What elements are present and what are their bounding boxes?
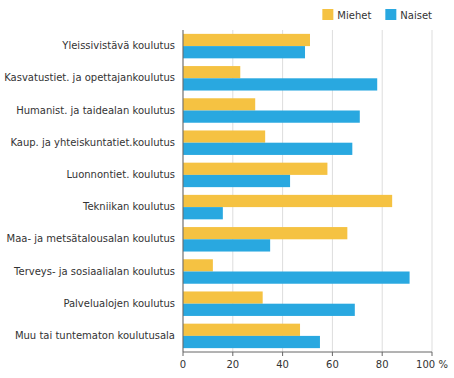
y-tick-label: Kasvatustiet. ja opettajankoulutus [4, 72, 175, 83]
y-axis-labels: Yleissivistävä koulutus Kasvatustiet. ja … [4, 40, 175, 341]
x-tick [183, 352, 184, 356]
legend-swatch [385, 9, 396, 20]
bar [183, 336, 320, 348]
x-tick [232, 352, 233, 356]
y-tick-label: Humanist. ja taidealan koulutus [16, 105, 175, 116]
x-tick-label: 100 % [416, 359, 448, 370]
bars [183, 34, 410, 348]
legend: Miehet Naiset [322, 9, 432, 21]
bar [183, 46, 305, 58]
bar [183, 66, 240, 78]
y-tick-label: Muu tai tuntematon koulutusala [15, 330, 175, 341]
grid-line [432, 30, 433, 352]
chart-container: Yleissivistävä koulutus Kasvatustiet. ja … [0, 0, 454, 378]
grid-line [382, 30, 383, 352]
legend-label: Naiset [400, 10, 432, 21]
x-tick-label: 40 [276, 359, 289, 370]
y-tick-label: Yleissivistävä koulutus [61, 40, 175, 51]
bar [183, 207, 223, 219]
bar [183, 304, 355, 316]
x-tick-label: 60 [326, 359, 339, 370]
y-tick-label: Terveys- ja sosiaalialan koulutus [13, 266, 175, 277]
legend-swatch [322, 9, 333, 20]
bar [183, 34, 310, 46]
legend-item: Miehet [322, 9, 371, 21]
x-tick-label: 80 [376, 359, 389, 370]
bar [183, 291, 263, 303]
bar [183, 227, 347, 239]
x-tick [432, 352, 433, 356]
bar [183, 259, 213, 271]
bar [183, 272, 410, 284]
bar [183, 98, 255, 110]
bar [183, 175, 290, 187]
bar [183, 163, 327, 175]
y-axis-line [183, 30, 184, 352]
x-tick [382, 352, 383, 356]
bar [183, 239, 270, 251]
y-tick-label: Maa- ja metsätalousalan koulutus [7, 233, 175, 244]
bar [183, 78, 377, 90]
bar [183, 111, 360, 123]
grid-line [183, 30, 184, 352]
chart: Yleissivistävä koulutus Kasvatustiet. ja … [0, 0, 454, 378]
x-axis: 0 20 40 60 80 100 % [180, 352, 448, 370]
grid [183, 30, 432, 352]
y-tick-label: Palvelualojen koulutus [63, 298, 175, 309]
x-tick [332, 352, 333, 356]
bar [183, 195, 392, 207]
bar [183, 143, 352, 155]
x-tick-label: 20 [226, 359, 239, 370]
bar [183, 130, 265, 142]
legend-label: Miehet [337, 10, 371, 21]
y-tick-label: Luonnontiet. koulutus [66, 169, 175, 180]
y-tick-label: Kaup. ja yhteiskuntatiet.koulutus [10, 137, 175, 148]
bar [183, 324, 300, 336]
y-tick-label: Tekniikan koulutus [82, 201, 175, 212]
legend-item: Naiset [385, 9, 432, 21]
x-tick [282, 352, 283, 356]
x-axis-line [183, 352, 432, 353]
x-tick-label: 0 [180, 359, 186, 370]
